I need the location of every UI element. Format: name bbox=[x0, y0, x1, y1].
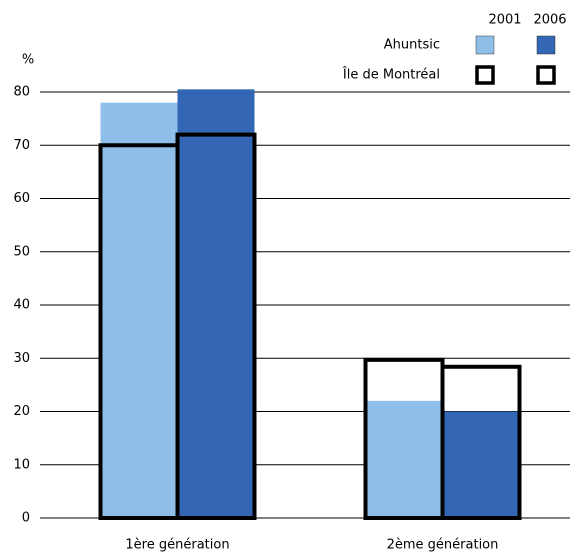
legend-swatch bbox=[475, 35, 495, 55]
legend-year: 2001 bbox=[488, 13, 521, 28]
legend-label: Ahuntsic bbox=[384, 38, 440, 53]
y-tick-label: 20 bbox=[13, 404, 30, 419]
bar bbox=[365, 400, 443, 518]
y-tick-label: 0 bbox=[22, 511, 30, 526]
bar bbox=[442, 411, 520, 518]
legend-swatch bbox=[536, 65, 556, 85]
y-tick-label: 80 bbox=[13, 85, 30, 100]
outline-bar bbox=[175, 132, 257, 520]
y-axis-label: % bbox=[22, 53, 34, 68]
x-tick-label: 1ère génération bbox=[125, 538, 229, 553]
legend-year: 2006 bbox=[533, 13, 566, 28]
outline-bar bbox=[440, 364, 522, 520]
y-tick-label: 50 bbox=[13, 244, 30, 259]
x-tick-label: 2ème génération bbox=[387, 538, 499, 553]
bar bbox=[177, 89, 255, 519]
y-tick-label: 30 bbox=[13, 351, 30, 366]
y-tick-label: 70 bbox=[13, 138, 30, 153]
legend-swatch bbox=[475, 65, 495, 85]
y-tick-label: 10 bbox=[13, 457, 30, 472]
y-tick-label: 40 bbox=[13, 298, 30, 313]
y-tick-label: 60 bbox=[13, 191, 30, 206]
bar bbox=[100, 102, 178, 519]
legend-swatch bbox=[536, 35, 556, 55]
legend-label: Île de Montréal bbox=[342, 67, 440, 83]
